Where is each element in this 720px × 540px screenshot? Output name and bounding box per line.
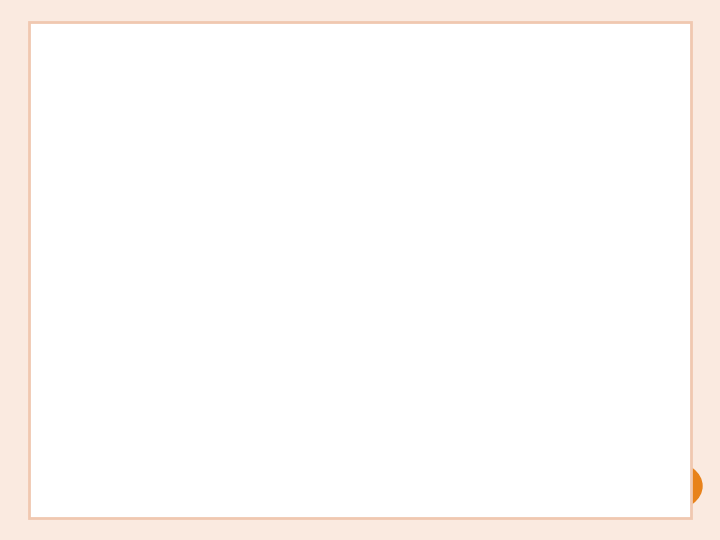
Circle shape bbox=[52, 190, 71, 204]
Circle shape bbox=[52, 298, 71, 312]
Text: 14%: 14% bbox=[374, 296, 430, 320]
Text: Thinking:: Thinking: bbox=[72, 188, 188, 212]
Text: Application:: Application: bbox=[72, 296, 220, 320]
Circle shape bbox=[57, 248, 66, 254]
Text: 70% Course work: 70% Course work bbox=[50, 359, 322, 387]
Text: EVALUATION CATEGORIES: EVALUATION CATEGORIES bbox=[50, 70, 487, 99]
Text: Communication:: Communication: bbox=[72, 242, 277, 266]
Text: 17%: 17% bbox=[374, 134, 430, 158]
Circle shape bbox=[57, 302, 66, 308]
Text: Final 30%: Final 30% bbox=[50, 420, 171, 444]
Circle shape bbox=[637, 462, 702, 510]
Text: Performance task (10%) and Exam (20%): Performance task (10%) and Exam (20%) bbox=[50, 463, 569, 487]
Circle shape bbox=[52, 136, 71, 150]
Text: 18%: 18% bbox=[274, 188, 329, 212]
Circle shape bbox=[57, 194, 66, 200]
Text: Knowledge:: Knowledge: bbox=[72, 134, 218, 158]
Text: 21%: 21% bbox=[374, 242, 430, 266]
Circle shape bbox=[52, 244, 71, 258]
Circle shape bbox=[57, 140, 66, 146]
